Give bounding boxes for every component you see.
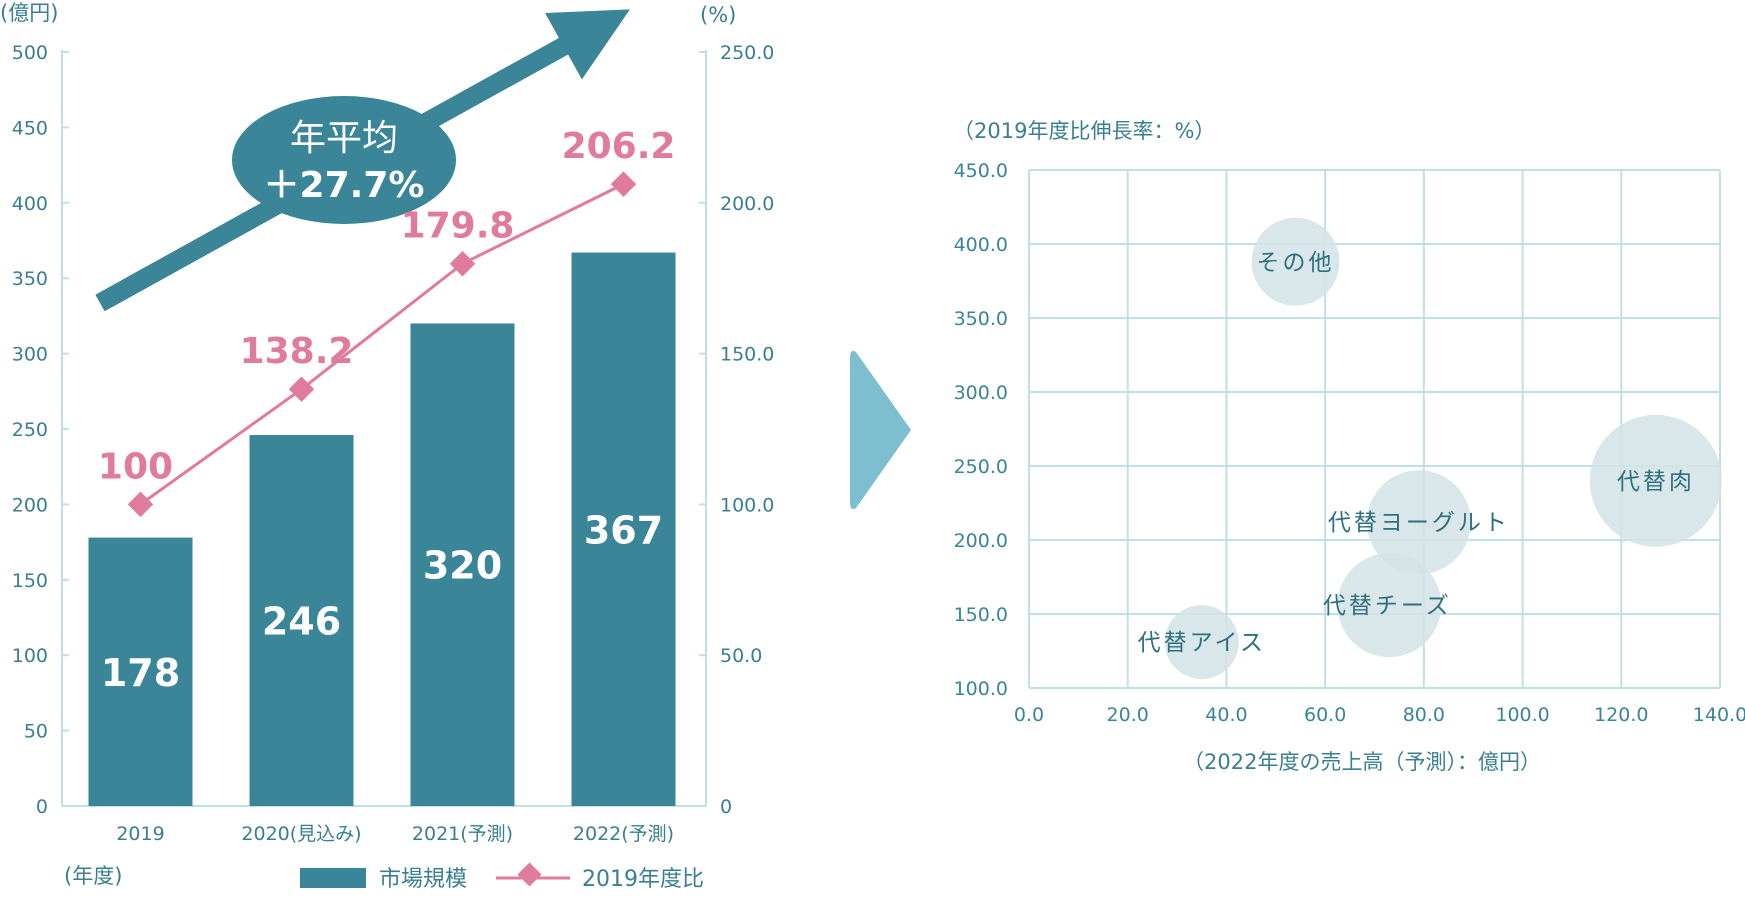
legend-bar-swatch <box>300 868 366 888</box>
line-point-label: 179.8 <box>401 206 515 247</box>
line-point-marker <box>449 250 476 277</box>
line-point-marker <box>610 171 637 197</box>
line-path <box>139 182 625 506</box>
left-tick-label: 450 <box>12 117 48 139</box>
bubble <box>1251 217 1340 306</box>
next-chevron-icon <box>850 350 911 510</box>
growth-callout-line1: 年平均 <box>290 118 398 159</box>
x-category-labels: 2019 2020(見込み) 2021(予測) 2022(予測) <box>116 823 674 845</box>
bubble-y-tick-label: 250.0 <box>954 456 1008 478</box>
bubble-x-tick-label: 0.0 <box>1014 704 1044 726</box>
bubble-label: 代替チーズ <box>1323 593 1452 619</box>
growth-callout-line2: ＋27.7% <box>264 165 425 206</box>
bar <box>88 537 193 806</box>
x-category-label: 2022(予測) <box>573 823 674 845</box>
right-tick-label: 200.0 <box>720 193 774 215</box>
bar <box>249 435 354 806</box>
right-tick-label: 0 <box>720 796 732 818</box>
bar-value-label: 246 <box>262 600 341 644</box>
legend-diamond-icon <box>517 862 542 887</box>
line-point-marker <box>127 491 154 518</box>
bubble-x-tick-label: 60.0 <box>1304 704 1346 726</box>
bubble-y-tick-label: 200.0 <box>954 530 1008 552</box>
bubble-y-unit: （2019年度比伸長率：%） <box>953 119 1215 143</box>
right-tick-label: 250.0 <box>720 42 774 64</box>
left-tick-label: 350 <box>12 268 48 290</box>
bar-value-label: 178 <box>101 651 180 695</box>
right-tick-label: 150.0 <box>720 344 774 366</box>
bubble-y-tick-label: 100.0 <box>954 678 1008 700</box>
left-tick-label: 250 <box>12 419 48 441</box>
bar-value-label: 320 <box>423 544 502 588</box>
bubble-x-tick-label: 40.0 <box>1205 704 1247 726</box>
bubble-y-tick-label: 300.0 <box>954 382 1008 404</box>
bubble-x-tick-label: 80.0 <box>1403 704 1445 726</box>
left-tick-label: 100 <box>12 645 48 667</box>
bubble-x-unit: （2022年度の売上高（予測）：億円） <box>1183 750 1541 774</box>
bubble-label: 代替ヨーグルト <box>1328 510 1510 536</box>
bubble-x-tick-label: 140.0 <box>1693 704 1745 726</box>
legend-line-label: 2019年度比 <box>582 867 704 892</box>
market-size-chart: (億円) (%) 500450400350300250200150100500 … <box>0 1 774 892</box>
bar-series: 178 246 320 367 <box>88 252 676 807</box>
right-tick-label: 100.0 <box>720 494 774 516</box>
line-point-marker <box>288 376 315 402</box>
bar <box>410 323 515 806</box>
growth-callout <box>232 96 456 224</box>
bubble-label: 代替肉 <box>1617 469 1695 495</box>
left-tick-label: 0 <box>36 796 48 818</box>
bar <box>571 252 676 807</box>
line-series: 100 138.2 179.8 206.2 <box>98 126 676 518</box>
left-tick-label: 400 <box>12 193 48 215</box>
line-point-label: 138.2 <box>240 331 354 372</box>
bubble-x-tick-label: 100.0 <box>1495 704 1549 726</box>
bar-value-label: 367 <box>584 508 663 552</box>
x-category-label: 2021(予測) <box>412 823 513 845</box>
legend-bar-label: 市場規模 <box>379 867 467 892</box>
bubble-y-tick-label: 400.0 <box>954 234 1008 256</box>
category-bubble-chart: （2019年度比伸長率：%） 450.0 400.0 350.0 300.0 250.0… <box>953 119 1745 774</box>
x-category-label: 2019 <box>116 823 164 845</box>
bubble-label: 代替アイス <box>1138 630 1266 656</box>
bubble-y-tick-label: 350.0 <box>954 308 1008 330</box>
right-tick-label: 50.0 <box>720 645 762 667</box>
line-point-label: 206.2 <box>562 126 676 167</box>
left-tick-label: 150 <box>12 570 48 592</box>
bubble-label: その他 <box>1257 250 1335 276</box>
x-unit: (年度) <box>64 864 122 888</box>
bubble-x-ticks: 0.0 20.0 40.0 60.0 80.0 100.0 120.0 140.0 <box>1014 704 1745 726</box>
bubble-y-ticks: 450.0 400.0 350.0 300.0 250.0 200.0 150.0 100.0 <box>954 160 1008 700</box>
left-tick-label: 500 <box>12 42 48 64</box>
left-tick-label: 50 <box>24 721 48 743</box>
bubble-y-tick-label: 150.0 <box>954 604 1008 626</box>
bubble <box>1589 414 1722 547</box>
bubble-y-tick-label: 450.0 <box>954 160 1008 182</box>
right-y-ticks: 250.0 200.0 150.0 100.0 50.0 0 <box>699 42 774 818</box>
left-y-unit: (億円) <box>0 1 58 25</box>
bubble <box>1366 470 1471 575</box>
left-tick-label: 300 <box>12 344 48 366</box>
left-tick-label: 200 <box>12 494 48 516</box>
bubble-x-tick-label: 20.0 <box>1107 704 1149 726</box>
bubble <box>1337 553 1442 658</box>
line-point-label: 100 <box>98 446 173 487</box>
bubble-x-tick-label: 120.0 <box>1594 704 1648 726</box>
right-y-unit: (%) <box>700 3 736 27</box>
x-category-label: 2020(見込み) <box>241 823 361 845</box>
bubble <box>1164 605 1239 680</box>
